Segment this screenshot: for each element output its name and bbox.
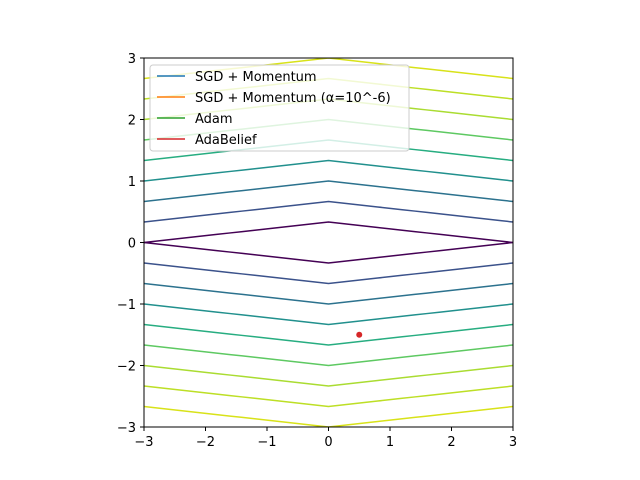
x-tick-label: 0 [324,435,332,450]
legend-box [149,64,410,152]
y-tick-label: −2 [117,360,136,375]
legend-label-1: SGD + Momentum [195,70,317,85]
x-tick-label: −2 [196,435,215,450]
x-tick-label: 1 [386,435,394,450]
contour-level-3-upper [144,180,513,203]
x-tick-label: −3 [134,435,153,450]
legend-label-4: AdaBelief [195,133,257,148]
y-tick-label: 1 [128,175,136,190]
contour-level-5-lower [144,323,513,346]
series-marks [356,331,363,338]
contour-level-4-upper [144,159,513,182]
contour-level-8-lower [144,385,513,408]
y-tick-label: 3 [128,52,136,67]
contour-level-4-lower [144,303,513,326]
contour-level-1-upper [144,221,513,244]
x-axis-ticks: −3 −2 −1 0 1 2 3 [134,427,517,450]
y-tick-label: 0 [128,237,136,252]
contour-level-1-lower [144,241,513,264]
contour-level-9-lower [144,405,513,427]
contour-level-6-lower [144,344,513,367]
contour-level-2-upper [144,200,513,223]
contour-level-7-lower [144,364,513,387]
series-point-4-1 [356,331,363,338]
x-tick-label: −1 [257,435,276,450]
y-tick-label: −3 [117,421,136,436]
legend: SGD + Momentum SGD + Momentum (α=10^-6) Ad… [149,64,410,152]
legend-label-3: Adam [195,112,233,127]
y-tick-label: 2 [128,114,136,129]
x-tick-label: 3 [509,435,517,450]
y-tick-label: −1 [117,298,136,313]
legend-label-2: SGD + Momentum (α=10^-6) [195,91,391,106]
contour-level-2-lower [144,262,513,285]
x-tick-label: 2 [447,435,455,450]
y-axis-ticks: −3 −2 −1 0 1 2 3 [117,52,144,436]
contour-level-3-lower [144,282,513,305]
